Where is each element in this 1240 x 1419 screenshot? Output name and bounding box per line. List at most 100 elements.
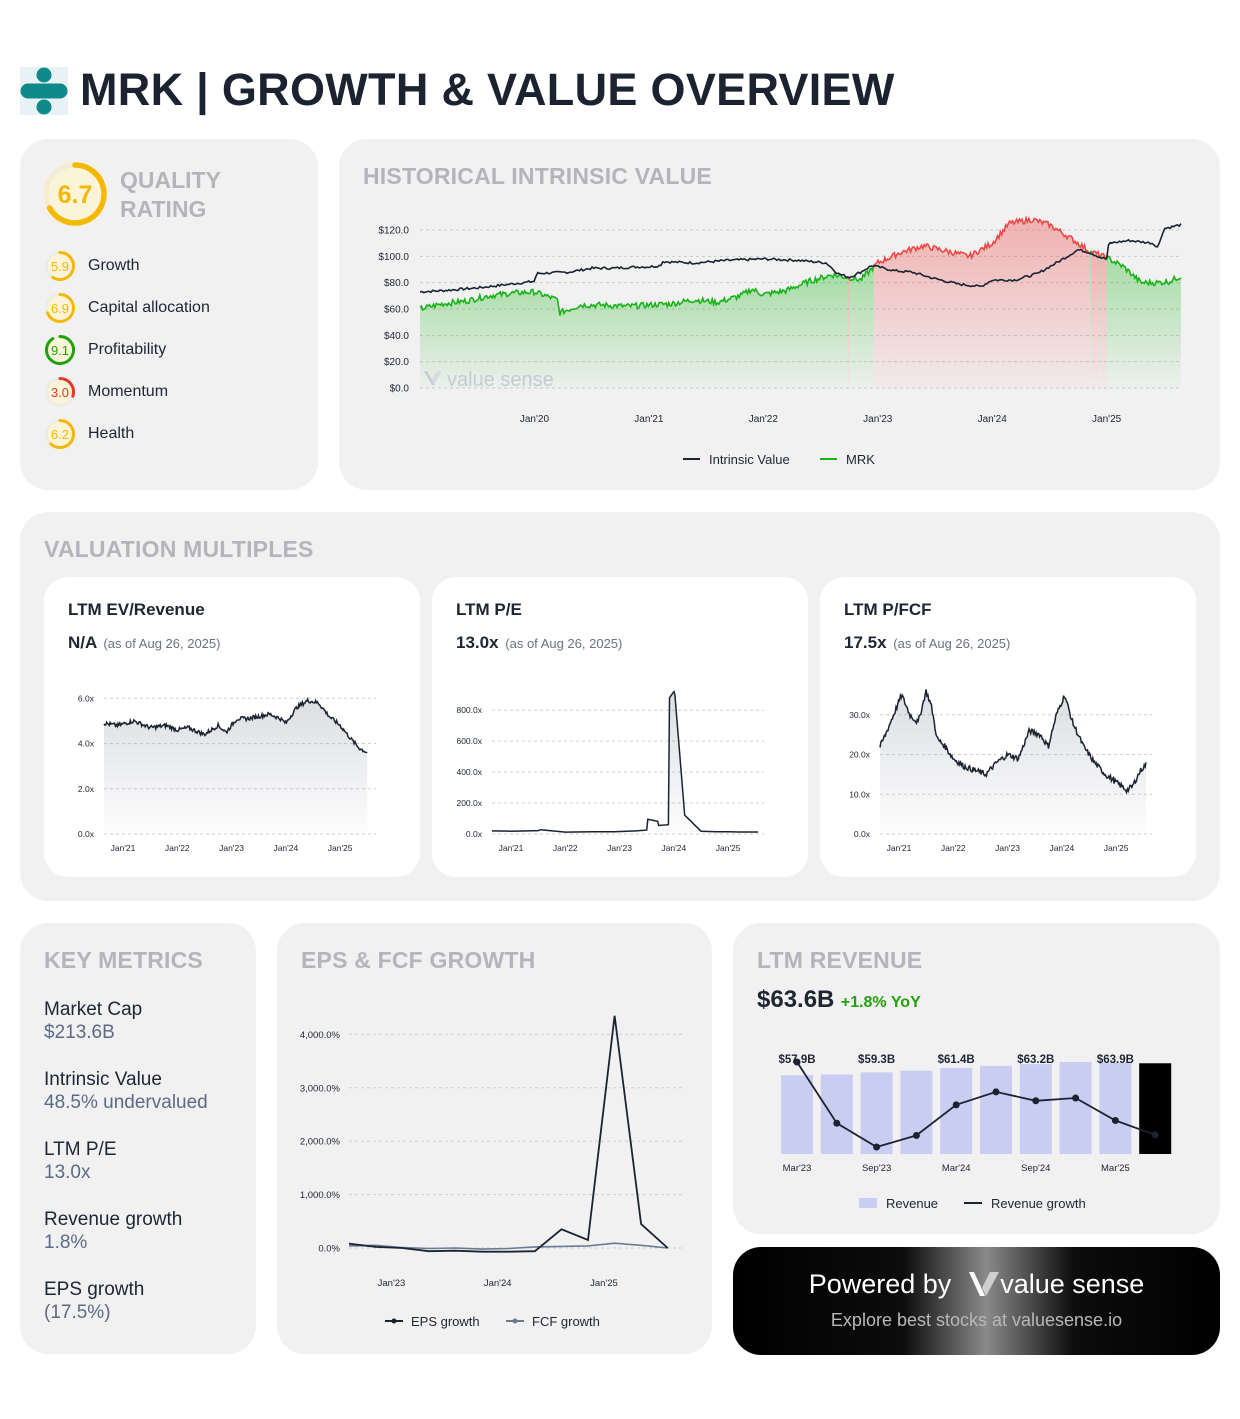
multiple-area (492, 691, 758, 834)
intrinsic-value-line (419, 223, 1182, 294)
legend-fcf-dot (512, 1318, 518, 1324)
quality-item-gauge: 6.2 (45, 419, 75, 449)
y-tick-label: 4,000.0% (300, 1030, 341, 1041)
quality-item-score: 6.2 (51, 427, 69, 442)
x-tick-label: Jan'24 (978, 414, 1008, 425)
y-tick-label: 0.0x (78, 829, 95, 839)
y-tick-label: 1,000.0% (300, 1190, 341, 1201)
revenue-growth-point (1151, 1131, 1159, 1139)
overvalued-area (848, 276, 850, 388)
powered-by-brand: value sense (1000, 1269, 1145, 1299)
pe-title: LTM P/E (456, 600, 522, 619)
y-tick-label: $80.0 (384, 278, 409, 289)
mrk-price-line (419, 271, 849, 316)
watermark-logo-icon-right (432, 371, 442, 385)
multiple-line (103, 696, 368, 754)
powered-by-prefix: Powered by (808, 1269, 952, 1299)
y-tick-label: $120.0 (378, 226, 409, 237)
revenue-bar (1059, 1062, 1092, 1154)
y-tick-label: $60.0 (384, 305, 409, 316)
x-tick-label: Mar'25 (1101, 1163, 1130, 1174)
overvalued-area (1100, 253, 1107, 388)
quality-item-score: 5.9 (51, 259, 69, 274)
gauge-arc (58, 377, 75, 398)
legend-revenue-swatch (859, 1198, 877, 1208)
key-metrics-card (20, 923, 256, 1354)
pe-asof: (as of Aug 26, 2025) (505, 636, 623, 651)
quality-item-label: Growth (88, 257, 140, 274)
y-tick-label: $20.0 (384, 357, 409, 368)
x-tick-label: Jan'25 (1104, 843, 1129, 853)
revenue-bar (900, 1070, 933, 1154)
bar-value-label: $59.3B (858, 1054, 895, 1066)
x-tick-label: Jan'24 (661, 843, 686, 853)
multiple-area (880, 689, 1146, 834)
revenue-bar (820, 1074, 853, 1154)
x-tick-label: Jan'23 (607, 843, 632, 853)
quality-score-arc (46, 162, 107, 226)
eps-fcf-legend: EPS growth FCF growth (385, 1314, 600, 1329)
multiple-area (104, 699, 368, 834)
undervalued-area (420, 273, 849, 388)
x-tick-label: Jan'22 (165, 843, 190, 853)
y-tick-label: 2,000.0% (300, 1137, 341, 1148)
quality-item-label: Health (88, 425, 135, 442)
x-tick-label: Jan'23 (995, 843, 1020, 853)
ltm-revenue-headline: $63.6B +1.8% YoY (757, 986, 921, 1014)
y-tick-label: 20.0x (849, 750, 871, 760)
legend-growth-label: Revenue growth (991, 1196, 1086, 1211)
undervalued-area (1106, 256, 1181, 388)
x-tick-label: Jan'24 (484, 1278, 512, 1289)
pfcf-title: LTM P/FCF (844, 600, 932, 619)
quality-score-gauge: 6.7 (43, 162, 107, 226)
y-tick-label: 3,000.0% (300, 1083, 341, 1094)
quality-score: 6.7 (58, 181, 93, 209)
mrk-price-line (848, 264, 875, 283)
y-tick-label: $100.0 (378, 252, 409, 263)
x-tick-label: Mar'24 (942, 1163, 971, 1174)
x-tick-label: Jan'22 (553, 843, 578, 853)
historical-intrinsic-value-chart: $0.0 $20.0 $40.0 $60.0 $80.0 $100.0 $120.0 Jan'… (378, 215, 1182, 467)
gauge-arc (45, 335, 75, 365)
y-tick-label: 400.0x (456, 767, 482, 777)
y-tick-label: 0.0x (854, 829, 871, 839)
revenue-bar (781, 1075, 813, 1154)
ev-revenue-value: N/A (as of Aug 26, 2025) (68, 633, 220, 653)
quality-item-score: 9.1 (51, 343, 69, 358)
powered-by-banner[interactable]: Powered by value sense Explore best stoc… (733, 1247, 1220, 1355)
revenue-growth-point (1072, 1094, 1080, 1102)
quality-item-score: 3.0 (51, 385, 69, 400)
value-sense-logo-icon (968, 1272, 999, 1296)
x-tick-label: Jan'21 (634, 414, 664, 425)
powered-by-tagline: Explore best stocks at valuesense.io (830, 1310, 1123, 1330)
eps-fcf-card (277, 923, 712, 1354)
x-tick-label: Jan'25 (328, 843, 353, 853)
legend-mrk-label: MRK (846, 452, 875, 467)
merck-logo-icon (20, 67, 68, 115)
quality-row-profitability: 9.1 Profitability (44, 334, 166, 366)
x-tick-label: Jan'25 (716, 843, 741, 853)
quality-item-label: Momentum (88, 383, 169, 400)
y-tick-label: $40.0 (384, 331, 409, 342)
ltm-revenue-legend: Revenue Revenue growth (859, 1196, 1086, 1211)
mrk-price-line (873, 215, 1091, 266)
y-tick-label: 200.0x (456, 798, 482, 808)
legend-iv-label: Intrinsic Value (709, 452, 790, 467)
gauge-arc (49, 419, 75, 449)
x-tick-label: Jan'22 (749, 414, 779, 425)
x-tick-label: Jan'23 (378, 1278, 406, 1289)
quality-title-line1: QUALITY (120, 167, 221, 193)
ev-revenue-chart: 0.0x 2.0x 4.0x 6.0x Jan'21 Jan'22 Jan'23 Jan'24… (78, 693, 376, 853)
multiple-line (491, 689, 758, 833)
y-tick-label: 0.0% (318, 1244, 340, 1255)
quality-row-capital-allocation: 6.9 Capital allocation (44, 292, 210, 324)
x-tick-label: Sep'23 (862, 1163, 891, 1174)
x-tick-label: Jan'25 (1092, 414, 1122, 425)
revenue-bar (1019, 1064, 1052, 1154)
y-tick-label: 800.0x (456, 705, 482, 715)
quality-item-gauge: 5.9 (45, 251, 75, 281)
x-tick-label: Jan'22 (941, 843, 966, 853)
metric-pe-label: LTM P/E (44, 1139, 117, 1160)
pfcf-asof: (as of Aug 26, 2025) (893, 636, 1011, 651)
revenue-growth-point (1032, 1097, 1040, 1105)
